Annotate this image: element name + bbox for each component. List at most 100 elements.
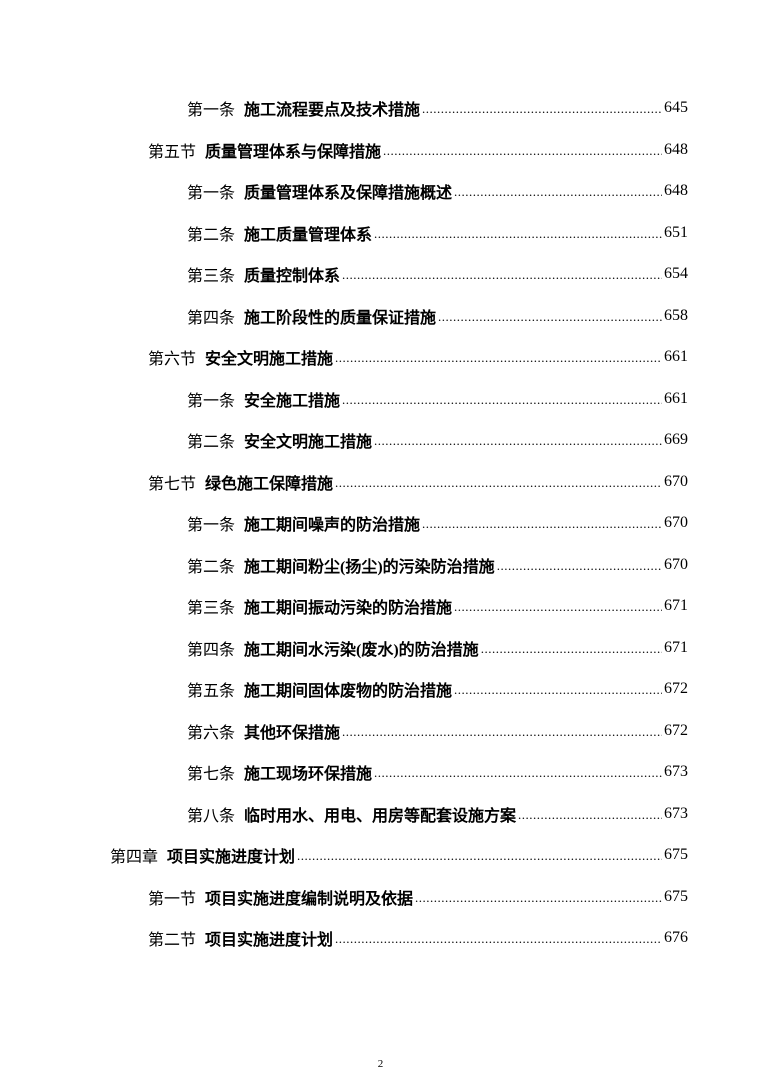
toc-entry-label: 第一条	[187, 517, 236, 534]
toc-entry-label: 第六条	[187, 724, 236, 742]
toc-entry-label: 第二条	[187, 558, 236, 576]
toc-entry-page: 676	[664, 929, 688, 946]
toc-entry-title: 绿色施工保障措施	[205, 475, 334, 493]
toc-entry-page: 645	[664, 99, 688, 116]
dot-leader	[342, 724, 662, 740]
toc-entry-page: 661	[664, 389, 688, 407]
toc-entry-label: 第七节	[148, 475, 197, 493]
toc-entry-page: 670	[664, 514, 688, 531]
toc-entry-title: 施工期间水污染(废水)的防治措施	[244, 641, 479, 659]
toc-entry-title: 临时用水、用电、用房等配套设施方案	[244, 807, 517, 825]
dot-leader	[518, 807, 662, 823]
dot-leader	[383, 143, 662, 159]
toc-entry-title: 施工阶段性的质量保证措施	[244, 309, 437, 327]
dot-leader	[438, 309, 662, 325]
toc-entry-page: 673	[664, 763, 688, 780]
toc-entry-title: 安全施工措施	[244, 392, 341, 410]
toc-entry-page: 669	[664, 431, 688, 448]
toc-entry-label: 第四章	[110, 849, 159, 866]
dot-leader	[335, 475, 662, 491]
dot-leader	[415, 890, 662, 906]
toc-entry-title: 施工期间粉尘(扬尘)的污染防治措施	[244, 558, 495, 576]
toc-entry-label: 第一条	[187, 392, 236, 410]
dot-leader	[422, 101, 662, 117]
toc-entry-title: 施工期间噪声的防治措施	[244, 517, 421, 534]
dot-leader	[297, 848, 662, 864]
toc-entry-page: 671	[664, 597, 688, 614]
dot-leader	[335, 931, 662, 947]
toc-entry-title: 安全文明施工措施	[244, 434, 373, 451]
toc-entry-title: 质量管理体系与保障措施	[205, 143, 382, 161]
toc-entry-title: 项目实施进度计划	[167, 849, 296, 866]
toc-entry-title: 安全文明施工措施	[205, 351, 334, 368]
toc-entry-title: 质量控制体系	[244, 268, 341, 285]
toc-entry-title: 施工质量管理体系	[244, 226, 373, 244]
dot-leader	[342, 392, 662, 408]
page-number: 2	[377, 1058, 384, 1070]
toc-entry-label: 第五条	[187, 683, 236, 700]
toc-entry-page: 670	[664, 472, 688, 490]
toc-entry-page: 648	[664, 140, 688, 158]
toc-entry-title: 施工期间振动污染的防治措施	[244, 600, 453, 617]
toc-entry-title: 质量管理体系及保障措施概述	[244, 185, 453, 202]
toc-entry-page: 658	[664, 306, 688, 324]
toc-entry-title: 施工期间固体废物的防治措施	[244, 683, 453, 700]
toc-entry-label: 第一条	[187, 185, 236, 202]
toc-entry-page: 672	[664, 680, 688, 697]
dot-leader	[481, 641, 662, 657]
toc-entry-page: 654	[664, 265, 688, 282]
toc-entry-label: 第三条	[187, 268, 236, 285]
dot-leader	[374, 226, 662, 242]
toc-entry-page: 673	[664, 804, 688, 822]
toc-entry-label: 第二条	[187, 226, 236, 244]
dot-leader	[454, 599, 662, 615]
dot-leader	[374, 765, 662, 781]
toc-entry-label: 第七条	[187, 766, 236, 783]
toc-entry-label: 第三条	[187, 600, 236, 617]
toc-entry-title: 项目实施进度计划	[205, 932, 334, 949]
toc-entry-title: 其他环保措施	[244, 724, 341, 742]
toc-entry-label: 第四条	[187, 309, 236, 327]
toc-entry-page: 661	[664, 348, 688, 365]
toc-entry-label: 第二条	[187, 434, 236, 451]
dot-leader	[342, 267, 662, 283]
toc-entry-page: 648	[664, 182, 688, 199]
toc-entry-title: 施工现场环保措施	[244, 766, 373, 783]
toc-entry-label: 第六节	[148, 351, 197, 368]
dot-leader	[422, 516, 662, 532]
toc-entry-label: 第二节	[148, 932, 197, 949]
dot-leader	[335, 350, 662, 366]
toc-entry-label: 第一节	[148, 890, 197, 908]
toc-entry-label: 第四条	[187, 641, 236, 659]
toc-entry-page: 651	[664, 223, 688, 241]
toc-entry-label: 第一条	[187, 102, 236, 119]
dot-leader	[454, 184, 662, 200]
toc-entry-label: 第五节	[148, 143, 197, 161]
toc-entry-title: 施工流程要点及技术措施	[244, 102, 421, 119]
dot-leader	[497, 558, 662, 574]
dot-leader	[454, 682, 662, 698]
toc-entry-title: 项目实施进度编制说明及依据	[205, 890, 414, 908]
toc-entry-label: 第八条	[187, 807, 236, 825]
